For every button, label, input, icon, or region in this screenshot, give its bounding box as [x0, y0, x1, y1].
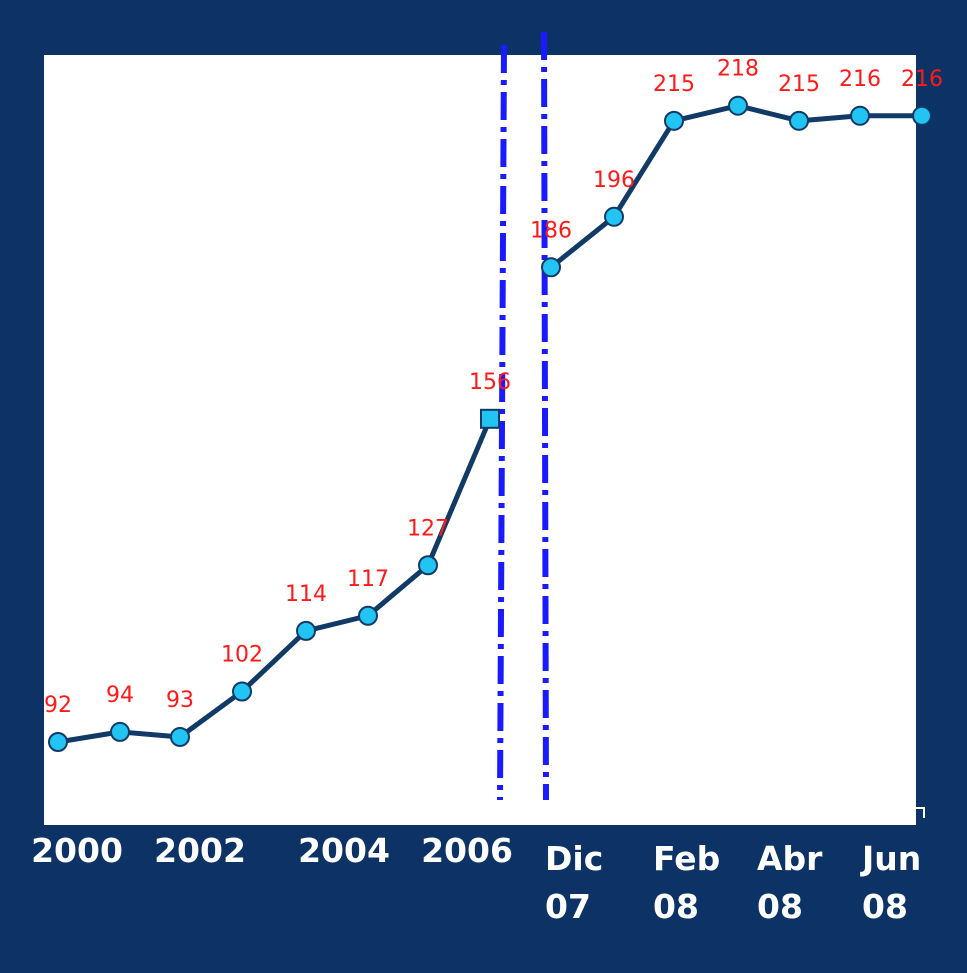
x-tick-label-month: Dic [545, 839, 603, 878]
x-tick-label: 2006 [421, 831, 513, 870]
break-line-right [541, 31, 549, 801]
data-labels-group: 92 94 93 102 114 117 127 156 186 196 215 218 215 216 2… [44, 57, 943, 718]
data-label: 94 [106, 683, 134, 708]
x-tick-label-year: 08 [862, 887, 908, 926]
data-label: 93 [166, 688, 194, 713]
data-point [48, 732, 68, 752]
data-point [296, 620, 316, 641]
data-point [912, 105, 932, 126]
data-label: 215 [778, 72, 820, 97]
x-tick-label-year: 07 [545, 887, 591, 926]
data-label: 216 [839, 67, 881, 92]
data-point [541, 257, 561, 278]
x-tick-label-month: Abr [757, 839, 823, 878]
data-point [664, 110, 684, 131]
x-tick-label: 2000 [31, 831, 123, 870]
data-point [358, 605, 378, 626]
x-tick-label-month: Jun [860, 839, 921, 878]
data-point [110, 721, 130, 742]
x-tick-label: 2002 [154, 831, 246, 870]
x-tick-label-year: 08 [653, 887, 699, 926]
break-line-left [497, 44, 507, 801]
series-line-segment-1 [57, 417, 493, 745]
plot-corner-mark [914, 807, 925, 818]
data-label: 92 [44, 693, 72, 718]
data-point [232, 681, 252, 702]
data-point [789, 110, 809, 131]
x-tick-label-year: 08 [757, 887, 803, 926]
data-label: 127 [407, 516, 449, 541]
data-label: 102 [221, 643, 263, 668]
data-label: 216 [901, 67, 943, 92]
series-group [48, 95, 932, 752]
x-axis-labels-group: 2000 2002 2004 2006 Dic 07 Feb 08 Abr 08 Jun 08 [31, 831, 921, 926]
data-point [728, 95, 748, 116]
data-point [850, 105, 870, 126]
data-label: 196 [593, 168, 635, 193]
x-tick-label-month: Feb [653, 839, 720, 878]
data-label: 156 [469, 370, 511, 395]
data-point [418, 555, 438, 576]
data-label: 218 [717, 57, 759, 82]
data-label: 117 [347, 567, 389, 592]
data-point [480, 408, 500, 429]
data-label: 114 [285, 582, 327, 607]
data-point [170, 726, 190, 747]
data-label: 215 [653, 72, 695, 97]
data-label: 186 [530, 218, 572, 243]
x-tick-label: 2004 [298, 831, 390, 870]
data-point [604, 206, 624, 227]
